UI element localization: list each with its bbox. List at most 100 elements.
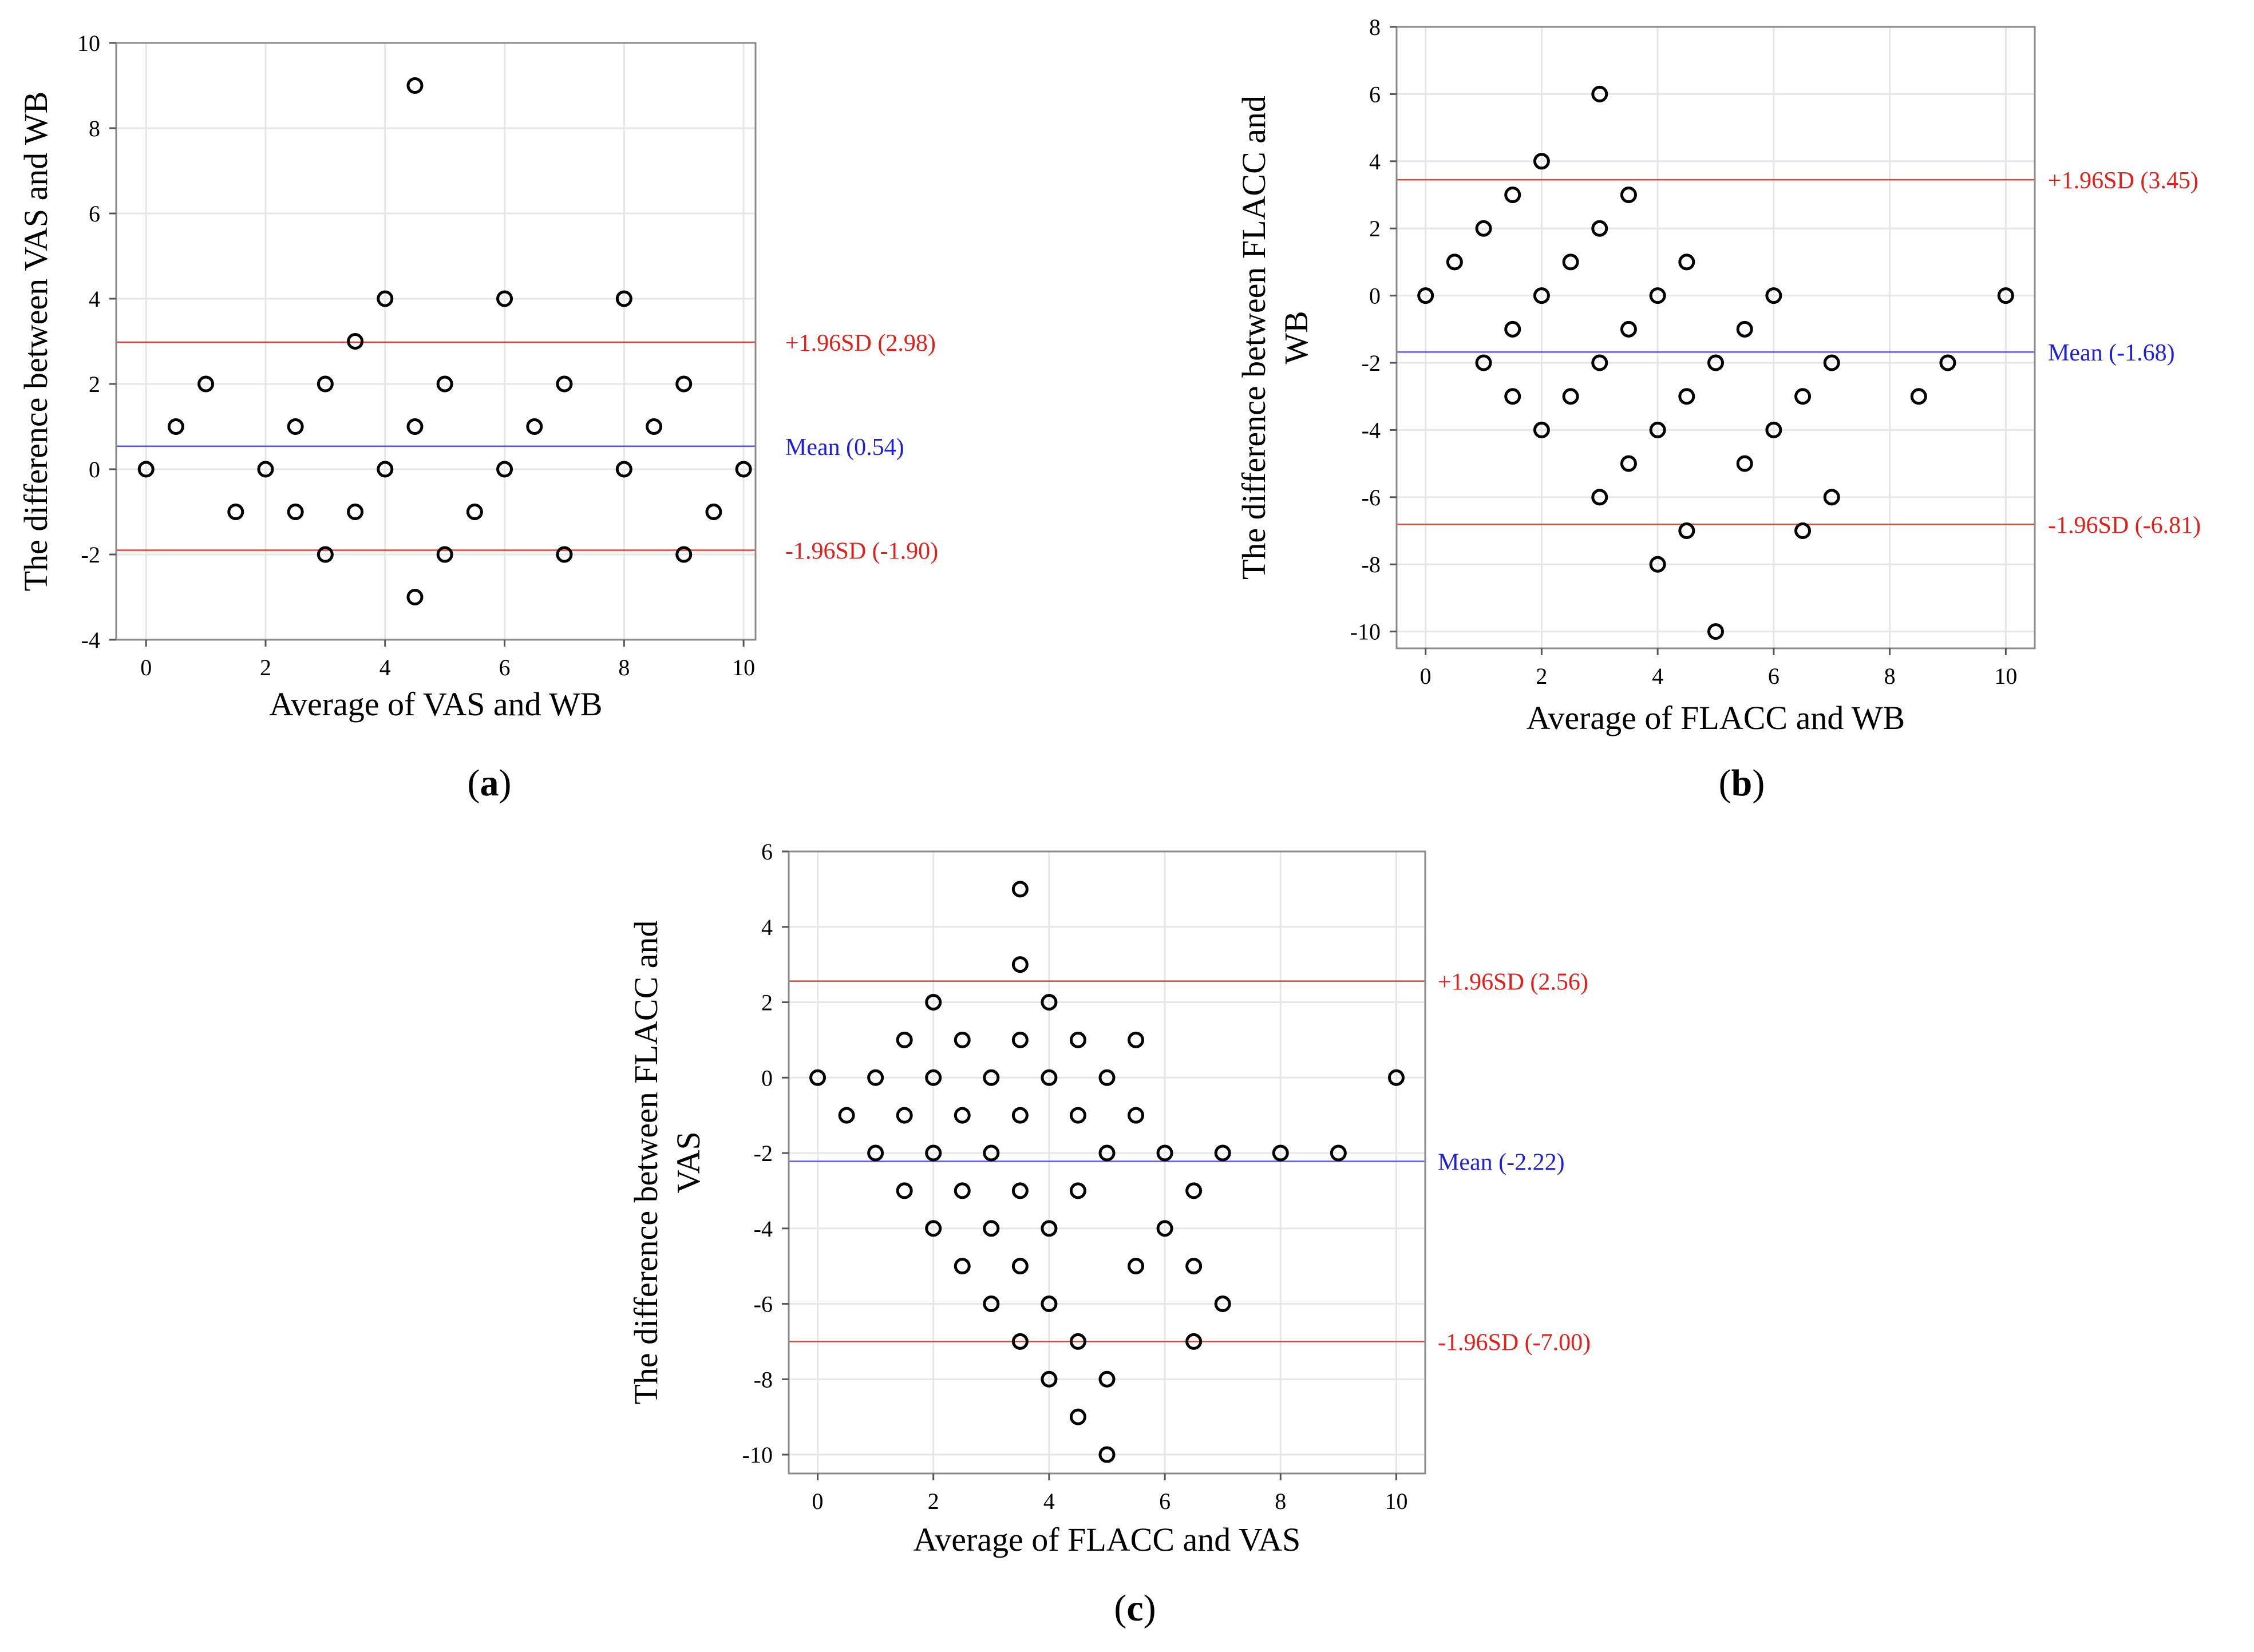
data-point xyxy=(1620,187,1637,204)
plot-frame xyxy=(115,42,757,641)
data-point xyxy=(347,504,364,520)
data-point xyxy=(1417,287,1434,304)
lower-line-label: -1.96SD (-1.90) xyxy=(785,538,938,565)
data-point xyxy=(1214,1144,1231,1162)
data-point xyxy=(1997,287,2014,304)
data-point xyxy=(954,1031,971,1048)
data-point xyxy=(867,1069,884,1086)
y-axis-label-line: The difference between VAS and WB xyxy=(17,92,54,592)
data-point xyxy=(1765,421,1782,438)
data-point xyxy=(1910,388,1927,405)
data-point xyxy=(1533,421,1550,438)
data-point xyxy=(227,504,244,520)
data-point xyxy=(1011,1258,1029,1275)
data-point xyxy=(1504,388,1521,405)
x-axis-label: Average of VAS and WB xyxy=(269,686,602,723)
y-axis-label: The difference between VAS and WB xyxy=(17,92,54,592)
upper-line-label: +1.96SD (2.98) xyxy=(785,330,936,356)
panel-label-open-paren: ( xyxy=(468,762,480,804)
y-tick-label: 0 xyxy=(89,457,100,482)
y-axis-label-line: VAS xyxy=(670,1131,707,1194)
y-tick-label: 2 xyxy=(89,371,100,397)
data-point xyxy=(1504,187,1521,204)
x-axis-label: Average of FLACC and VAS xyxy=(914,1521,1301,1558)
data-point xyxy=(1794,388,1812,405)
data-point xyxy=(1591,489,1608,506)
data-point xyxy=(1011,881,1029,898)
data-point xyxy=(526,418,543,435)
data-point xyxy=(137,461,155,478)
data-point xyxy=(1156,1220,1173,1237)
panel-label-open-paren: ( xyxy=(1719,762,1731,804)
x-tick-label: 0 xyxy=(1420,663,1432,689)
upper-line-label: +1.96SD (3.45) xyxy=(2048,168,2198,194)
data-point xyxy=(925,1144,942,1162)
data-point xyxy=(466,504,483,520)
data-point xyxy=(406,589,424,605)
panel-label: (a) xyxy=(468,762,512,804)
data-point xyxy=(1533,287,1550,304)
data-point xyxy=(1098,1370,1116,1388)
data-point xyxy=(1069,1182,1086,1199)
data-point xyxy=(1041,1296,1058,1313)
data-point xyxy=(675,546,693,563)
data-point xyxy=(1562,388,1579,405)
data-point xyxy=(896,1182,913,1199)
data-point xyxy=(1823,489,1840,506)
panel-label: (b) xyxy=(1719,762,1765,804)
panel-label-open-paren: ( xyxy=(1114,1587,1126,1629)
data-point xyxy=(1678,388,1695,405)
data-point xyxy=(1272,1144,1289,1162)
y-tick-label: 4 xyxy=(761,914,773,940)
data-point xyxy=(496,290,513,307)
data-point xyxy=(377,290,394,307)
y-tick-label: 10 xyxy=(77,30,100,56)
data-point xyxy=(925,994,942,1011)
data-point xyxy=(925,1069,942,1086)
data-point xyxy=(556,546,573,563)
data-point xyxy=(1533,153,1550,170)
data-point xyxy=(167,418,184,435)
data-point xyxy=(1128,1258,1145,1275)
y-axis-label: The difference between FLACC and VAS xyxy=(627,920,707,1404)
data-point xyxy=(867,1144,884,1162)
data-point xyxy=(1011,1333,1029,1350)
y-tick-label: 0 xyxy=(761,1065,773,1091)
lower-line-label: -1.96SD (-6.81) xyxy=(2048,512,2201,538)
y-tick-label: -8 xyxy=(754,1366,773,1392)
data-point xyxy=(1011,1182,1029,1199)
x-tick-label: 8 xyxy=(1275,1488,1286,1514)
data-point xyxy=(1128,1107,1145,1124)
data-point xyxy=(1128,1031,1145,1048)
x-tick-label: 10 xyxy=(1994,663,2017,689)
x-tick-label: 6 xyxy=(1768,663,1780,689)
data-point xyxy=(1387,1069,1405,1086)
data-point xyxy=(954,1107,971,1124)
data-point xyxy=(496,461,513,478)
data-point xyxy=(1041,1370,1058,1388)
panel-label-letter: b xyxy=(1731,762,1753,804)
data-point xyxy=(954,1182,971,1199)
data-point xyxy=(838,1107,855,1124)
chart-panel-c: +1.96SD (2.56) Mean (-2.22) -1.96SD (-7.00… xyxy=(627,839,1591,1629)
data-point xyxy=(1678,253,1695,271)
data-point xyxy=(1620,320,1637,338)
data-point xyxy=(1939,354,1956,371)
x-tick-label: 10 xyxy=(732,655,755,680)
x-tick-label: 10 xyxy=(1385,1488,1407,1514)
data-point xyxy=(1041,994,1058,1011)
y-tick-label: 6 xyxy=(1369,81,1381,107)
data-point xyxy=(1823,354,1840,371)
y-axis-label-line: WB xyxy=(1278,311,1315,364)
data-point xyxy=(1707,623,1724,640)
data-point xyxy=(1041,1069,1058,1086)
data-point xyxy=(705,504,722,520)
y-tick-label: 8 xyxy=(89,116,100,141)
x-tick-label: 2 xyxy=(260,655,271,680)
x-tick-label: 4 xyxy=(1043,1488,1055,1514)
data-point xyxy=(1041,1220,1058,1237)
y-tick-label: -2 xyxy=(81,542,100,568)
x-axis-label: Average of FLACC and WB xyxy=(1527,699,1905,736)
data-point xyxy=(1736,455,1753,472)
